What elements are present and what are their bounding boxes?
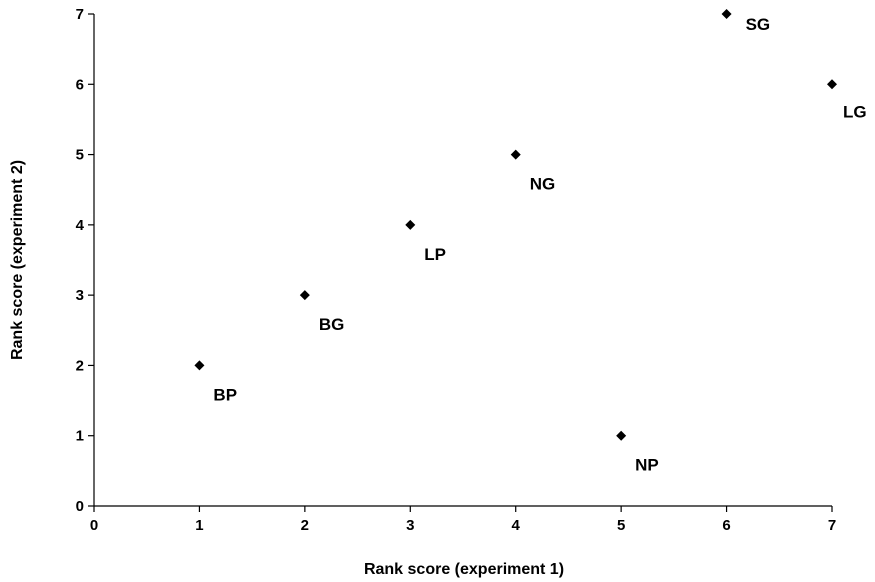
data-point-marker	[510, 149, 521, 160]
data-point-label: BP	[213, 385, 237, 404]
y-tick-label: 0	[76, 498, 84, 515]
y-tick-label: 4	[76, 217, 85, 234]
y-tick-label: 5	[76, 147, 84, 164]
y-tick-label: 7	[76, 6, 84, 23]
x-tick-label: 0	[90, 517, 98, 534]
data-point-label: NG	[530, 175, 556, 194]
data-point-marker	[827, 79, 837, 90]
data-point-label: LG	[843, 102, 867, 121]
x-tick-label: 4	[512, 517, 521, 534]
ticks: 0 1 2 3 4 5 6 7 0 1 2 3 4 5 6 7	[76, 6, 837, 534]
data-point-marker	[721, 9, 732, 19]
x-tick-label: 6	[722, 517, 730, 534]
y-tick-label: 1	[76, 428, 84, 445]
x-axis-title: Rank score (experiment 1)	[364, 561, 564, 578]
x-tick-label: 7	[828, 517, 836, 534]
y-tick-label: 6	[76, 76, 84, 93]
data-point-marker	[194, 360, 205, 371]
x-tick-label: 5	[617, 517, 625, 534]
y-axis-title: Rank score (experiment 2)	[9, 160, 26, 360]
y-tick-label: 3	[76, 287, 84, 304]
data-point-label: NP	[635, 456, 659, 475]
y-tick-label: 2	[76, 357, 84, 374]
axes	[93, 14, 832, 507]
data-point-label: SG	[746, 15, 771, 34]
data-point-marker	[299, 290, 310, 301]
data-point-marker	[405, 219, 416, 230]
data-points: BP BG LP NG NP SG LG	[194, 9, 867, 475]
data-point-marker	[616, 430, 627, 441]
x-tick-label: 3	[406, 517, 414, 534]
x-tick-label: 1	[195, 517, 203, 534]
data-point-label: LP	[424, 245, 446, 264]
x-tick-label: 2	[301, 517, 309, 534]
data-point-label: BG	[319, 315, 345, 334]
